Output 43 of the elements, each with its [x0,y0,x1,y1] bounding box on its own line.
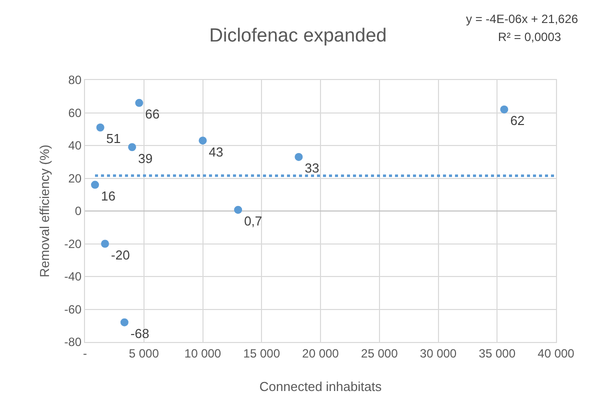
x-axis-title: Connected inhabitats [259,379,382,394]
data-label: 39 [138,150,153,166]
data-label: 62 [510,113,525,128]
point [101,240,110,248]
point [96,123,104,132]
data-label: 33 [304,160,320,176]
point [198,136,207,145]
data-label: 0,7 [244,214,262,229]
x-tick-label: - [83,346,87,360]
point [135,98,144,107]
chart-title: Diclofenac expanded [209,25,387,46]
point [294,152,303,161]
x-tick-label: 15 000 [243,346,280,360]
data-label: -20 [111,248,130,262]
x-tick-label: 20 000 [302,346,340,360]
x-tick-label: 30 000 [420,346,457,360]
text: R² = 0,0003 [498,30,562,44]
text: y = -4E-06x + 21,626 [466,12,578,26]
x-tick-label: 10 000 [184,346,222,360]
y-tick-label: -40 [64,270,82,284]
y-tick-label: 60 [68,106,82,120]
point [128,143,136,152]
y-tick-label: -20 [64,236,82,251]
data-label: 66 [145,106,160,122]
point [120,318,128,326]
x-tick-label: 35 000 [478,346,516,360]
x-tick-label: 5 000 [128,346,160,360]
y-tick-label: 0 [74,204,82,218]
point [91,180,100,189]
point [500,105,508,114]
y-tick-label: 80 [68,73,82,88]
y-axis-title: Removal efficiency (%) [37,144,52,278]
y-tick-label: 20 [68,171,82,186]
y-tick-label: -80 [64,335,82,350]
data-label: 51 [106,131,121,146]
data-label: -68 [130,326,150,342]
point [234,206,242,214]
x-tick-label: 40 000 [538,346,575,360]
x-tick-label: 25 000 [361,346,398,360]
data-label: 16 [101,188,116,204]
data-label: 43 [208,144,224,160]
y-tick-label: -60 [64,302,82,316]
y-tick-label: 40 [68,138,82,153]
